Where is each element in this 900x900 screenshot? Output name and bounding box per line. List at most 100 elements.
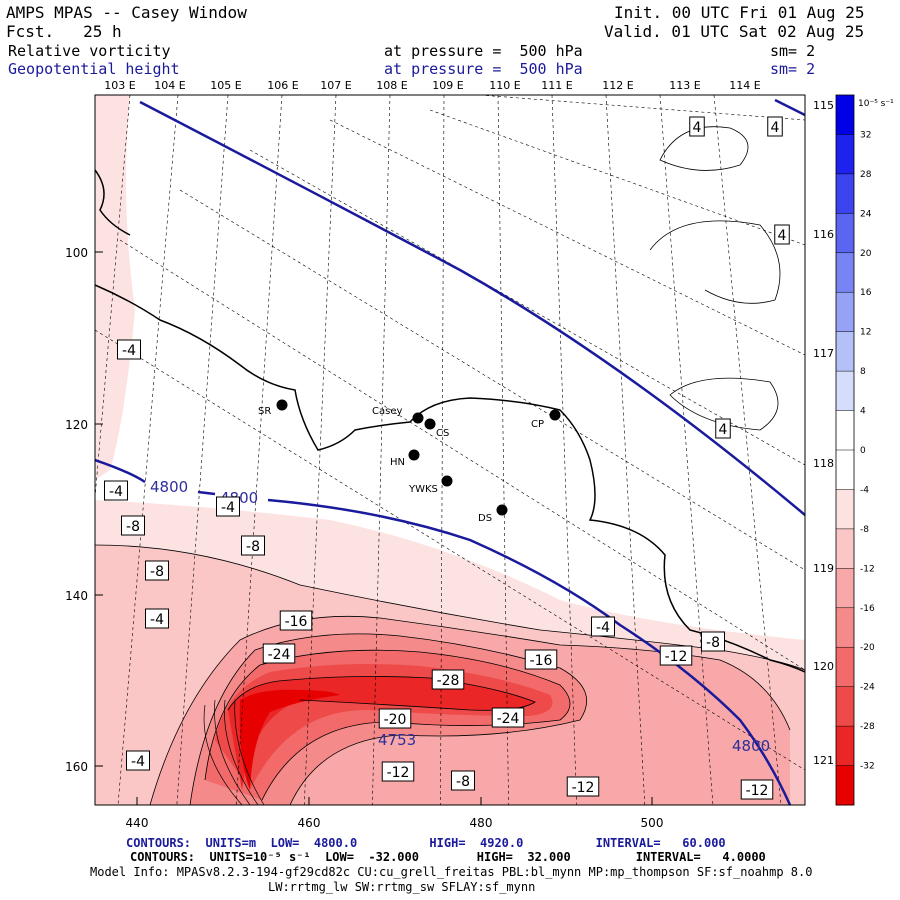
vorticity-label: -24: [497, 711, 520, 727]
colorbar-swatch: [836, 647, 854, 688]
vorticity-label-box: [689, 116, 705, 137]
vorticity-label: -8: [126, 519, 140, 535]
top-lon-label: 112 E: [602, 79, 633, 92]
station-group: SR Casey CS CP HN YWKS DS: [258, 399, 561, 524]
axis-labels: 100 120 140 160 440 460 480 500: [65, 246, 663, 830]
colorbar-tick-label: -24: [860, 683, 875, 693]
colorbar: 10⁻⁵ s⁻¹ 32 28 24 20 16 12 8 4 0 -4 -8 -12 -16 -20 -24 -…: [835, 94, 894, 806]
vorticity-label-box: [262, 643, 296, 664]
colorbar-tick-label: -8: [860, 525, 869, 535]
field1-level: at pressure = 500 hPa: [384, 42, 583, 60]
colorbar-tick-label: 12: [860, 328, 871, 338]
coastline: [95, 169, 805, 673]
colorbar-tick-label: 4: [860, 407, 866, 417]
station-marker-casey: [412, 412, 424, 424]
station-label-casey: Casey: [372, 406, 402, 417]
vorticity-label-box: [126, 750, 150, 771]
vorticity-label-box: [145, 560, 169, 581]
y-tick-160: 160: [65, 760, 88, 774]
top-lon-label: 111 E: [541, 79, 572, 92]
vorticity-label-box: [378, 708, 412, 729]
height-label-4753: 4753: [378, 731, 416, 749]
top-lon-label: 114 E: [729, 79, 760, 92]
vorticity-label: 4: [693, 120, 702, 136]
colorbar-tick-label: -12: [860, 564, 875, 574]
vorticity-label-box: [701, 631, 725, 652]
station-marker-ds: [496, 504, 508, 516]
colorbar-swatch: [836, 489, 854, 530]
vorticity-label: -4: [596, 620, 610, 636]
vorticity-label: -8: [150, 564, 164, 580]
station-label-cp: CP: [531, 419, 544, 430]
vorticity-label-box: [566, 776, 600, 797]
station-label-sr: SR: [258, 406, 271, 417]
vorticity-label: -12: [665, 649, 688, 665]
colorbar-swatch: [836, 95, 854, 135]
vorticity-label-box: [491, 707, 525, 728]
vorticity-label: -8: [706, 635, 720, 651]
y-tick-100: 100: [65, 246, 88, 260]
station-label-ywks: YWKS: [408, 484, 438, 495]
field2-smoothing: sm= 2: [770, 60, 816, 78]
colorbar-tick-label: -16: [860, 604, 875, 614]
colorbar-tick-label: 8: [860, 367, 866, 377]
vorticity-label-box: [740, 779, 774, 800]
colorbar-swatch: [836, 371, 854, 412]
vorticity-label-box: [279, 610, 313, 631]
vorticity-label-box: [591, 616, 615, 637]
vorticity-label-box: [774, 224, 790, 245]
vorticity-label: -4: [122, 343, 136, 359]
vorticity-label: -8: [246, 539, 260, 555]
colorbar-swatch: [836, 528, 854, 569]
colorbar-tick-label: 20: [860, 249, 872, 259]
top-lon-label: 107 E: [320, 79, 351, 92]
vorticity-label-box: [145, 608, 169, 629]
top-lon-label: 105 E: [210, 79, 241, 92]
plot-title: AMPS MPAS -- Casey Window: [6, 3, 247, 22]
station-label-ds: DS: [478, 513, 492, 524]
colorbar-tick-label: 32: [860, 130, 871, 140]
colorbar-swatch: [836, 173, 854, 214]
colorbar-swatch: [836, 331, 854, 372]
station-marker-hn: [408, 449, 420, 461]
latlon-grid: [95, 95, 805, 805]
colorbar-unit: 10⁻⁵ s⁻¹: [858, 99, 894, 109]
x-tick-460: 460: [298, 816, 321, 830]
footer-physics: LW:rrtmg_lw SW:rrtmg_sw SFLAY:sf_mynn: [268, 880, 536, 894]
vorticity-label-box: [241, 535, 265, 556]
height-contours: [95, 98, 805, 805]
colorbar-swatch: [836, 252, 854, 293]
colorbar-tick-label: 16: [860, 288, 872, 298]
vorticity-label-box: [117, 339, 141, 360]
vorticity-label: -8: [456, 774, 470, 790]
station-label-hn: HN: [390, 457, 405, 468]
vorticity-label: -4: [109, 484, 123, 500]
colorbar-swatch: [836, 726, 854, 767]
vorticity-label-box: [524, 649, 558, 670]
station-marker-cp: [549, 409, 561, 421]
colorbar-tick-label: -20: [860, 643, 875, 653]
vorticity-label: 4: [771, 120, 780, 136]
vorticity-label-box: [216, 496, 240, 517]
x-tick-480: 480: [470, 816, 493, 830]
vorticity-label: -16: [285, 614, 308, 630]
colorbar-tick-label: -28: [860, 722, 875, 732]
footer-model-info: Model Info: MPASv8.2.3-194-gf29cd82c CU:…: [90, 865, 813, 879]
vorticity-label: -20: [384, 712, 407, 728]
vorticity-label: -4: [221, 500, 235, 516]
colorbar-swatch: [836, 765, 854, 806]
station-label-cs: CS: [436, 428, 449, 439]
colorbar-tick-label: -32: [860, 762, 875, 772]
station-marker-ywks: [441, 475, 453, 487]
axis-ticks: [95, 251, 653, 805]
height-label-4800a: 4800: [150, 478, 188, 496]
init-time: Init. 00 UTC Fri 01 Aug 25: [614, 3, 865, 22]
height-label-4800c: 4800: [732, 737, 770, 755]
vorticity-label: -12: [572, 780, 595, 796]
vorticity-label: -12: [387, 765, 410, 781]
colorbar-tick-label: 28: [860, 170, 872, 180]
x-tick-440: 440: [126, 816, 149, 830]
colorbar-swatch: [836, 607, 854, 648]
top-lon-label: 104 E: [154, 79, 185, 92]
forecast-hour: Fcst. 25 h: [6, 22, 122, 41]
